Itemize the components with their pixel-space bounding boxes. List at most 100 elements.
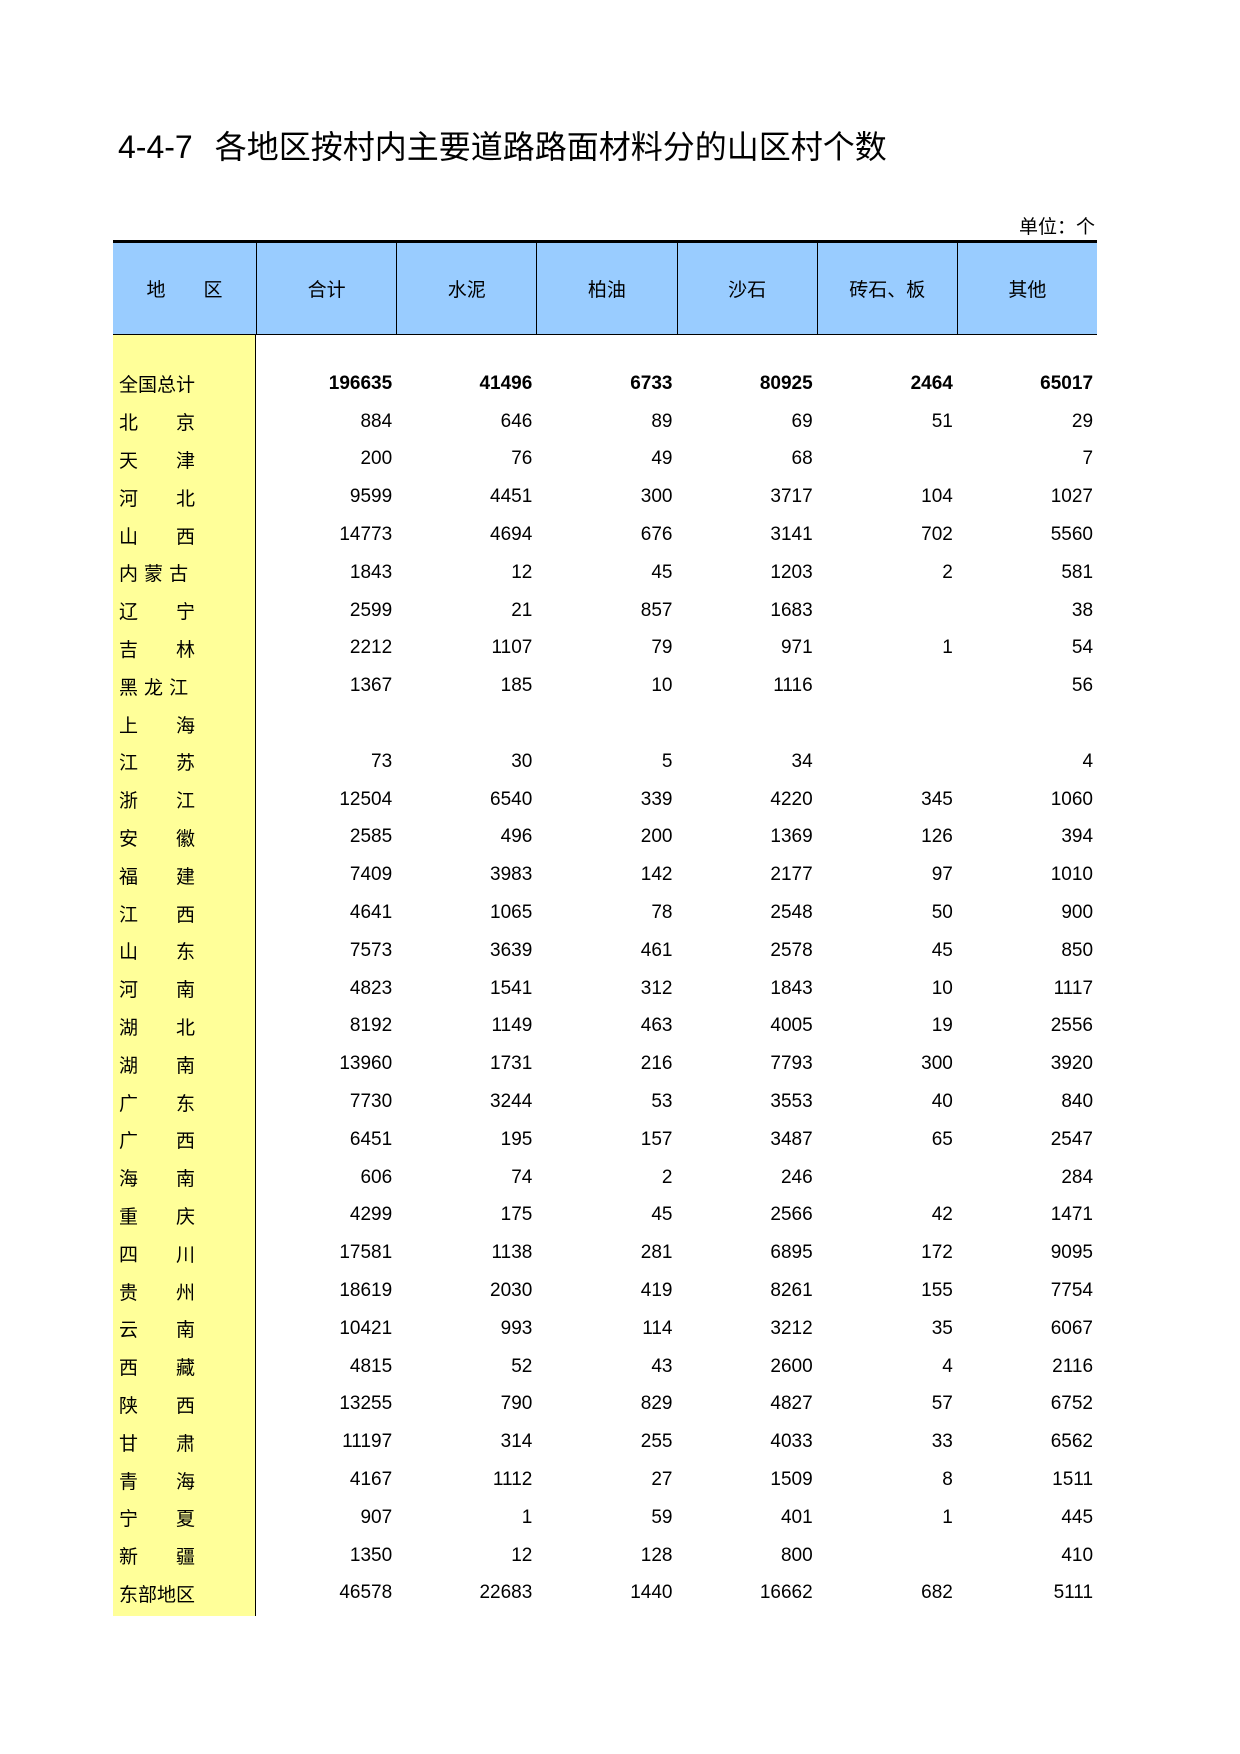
data-table: 地 区 合计 水泥 柏油 沙石 砖石、板 其他 全国总计 196635 41496 6…	[113, 240, 1097, 1617]
table-row: 云 南 10421 993 114 3212 35 6067	[113, 1310, 1097, 1348]
value-cell: 339	[640, 788, 673, 810]
value-cell: 42	[931, 1204, 953, 1226]
value-cell: 35	[931, 1317, 953, 1339]
value-cell: 5	[661, 750, 673, 772]
region-name: 甘 肃	[119, 1432, 196, 1455]
table-row: 东部地区 46578 22683 1440 16662 682 5111	[113, 1575, 1097, 1613]
header-cement: 水泥	[396, 243, 536, 334]
value-cell: 314	[500, 1431, 533, 1453]
value-cell: 78	[651, 902, 673, 924]
region-name: 湖 北	[119, 1016, 196, 1039]
value-cell: 2	[942, 561, 953, 583]
value-cell: 43	[651, 1355, 673, 1377]
region-name: 安 徽	[119, 827, 196, 850]
header-total: 合计	[255, 243, 396, 334]
region-name: 河 北	[119, 487, 196, 510]
table-row: 湖 北 8192 1149 463 4005 19 2556	[113, 1008, 1097, 1046]
region-name: 河 南	[119, 979, 196, 1002]
value-cell: 312	[640, 977, 673, 999]
region-name: 江 苏	[119, 752, 196, 775]
value-cell: 410	[1061, 1544, 1094, 1566]
value-cell: 419	[640, 1280, 673, 1302]
value-cell: 7	[1082, 448, 1094, 470]
value-cell: 46578	[339, 1582, 393, 1604]
value-cell: 1511	[1052, 1469, 1094, 1490]
value-cell: 1683	[770, 599, 813, 621]
value-cell: 606	[360, 1166, 393, 1188]
value-cell: 8	[942, 1469, 953, 1490]
value-cell: 30	[511, 750, 533, 772]
value-cell: 2547	[1050, 1128, 1094, 1150]
value-cell: 6067	[1050, 1317, 1094, 1339]
value-cell: 790	[500, 1393, 533, 1415]
value-cell: 45	[651, 1204, 673, 1226]
value-cell: 89	[651, 410, 673, 432]
value-cell: 79	[651, 637, 673, 659]
value-cell: 76	[511, 448, 533, 470]
table-row: 广 东 7730 3244 53 3553 40 840	[113, 1083, 1097, 1121]
value-cell: 7409	[349, 864, 393, 886]
value-cell: 3639	[490, 939, 533, 961]
region-name: 全国总计	[119, 374, 196, 397]
region-name: 山 西	[119, 525, 196, 548]
value-cell: 1	[942, 637, 953, 659]
value-cell: 496	[500, 826, 533, 848]
value-cell: 3553	[770, 1091, 813, 1113]
value-cell: 1367	[349, 675, 393, 697]
value-cell: 2030	[490, 1280, 533, 1302]
value-cell: 41496	[479, 372, 533, 394]
value-cell: 69	[791, 410, 813, 432]
table-row: 北 京 884 646 89 69 51 29	[113, 403, 1097, 441]
value-cell: 11197	[342, 1431, 393, 1453]
value-cell: 1010	[1050, 864, 1094, 886]
value-cell: 300	[640, 486, 673, 508]
value-cell: 1107	[491, 637, 533, 659]
value-cell: 993	[500, 1317, 533, 1339]
value-cell: 74	[511, 1166, 533, 1188]
value-cell: 445	[1061, 1506, 1094, 1528]
table-row: 天 津 200 76 49 68 7	[113, 441, 1097, 479]
value-cell: 907	[360, 1506, 393, 1528]
value-cell: 51	[931, 410, 953, 432]
value-cell: 7793	[770, 1053, 813, 1075]
region-name: 西 藏	[119, 1357, 196, 1380]
value-cell: 128	[640, 1544, 673, 1566]
value-cell: 4299	[349, 1204, 393, 1226]
value-cell: 2585	[349, 826, 393, 848]
value-cell: 2599	[349, 599, 393, 621]
table-row: 上 海	[113, 705, 1097, 743]
region-name: 天 津	[119, 449, 196, 472]
value-cell: 2556	[1050, 1015, 1094, 1037]
value-cell: 17581	[339, 1242, 393, 1264]
table-row: 甘 肃 11197 314 255 4033 33 6562	[113, 1423, 1097, 1461]
table-row: 陕 西 13255 790 829 4827 57 6752	[113, 1386, 1097, 1424]
region-name: 陕 西	[119, 1394, 196, 1417]
unit-label: 单位：个	[1018, 216, 1095, 238]
table-title: 各地区按村内主要道路路面材料分的山区村个数	[214, 129, 887, 165]
value-cell: 16662	[759, 1582, 813, 1604]
value-cell: 21	[511, 599, 533, 621]
value-cell: 857	[640, 599, 673, 621]
table-row: 广 西 6451 195 157 3487 65 2547	[113, 1121, 1097, 1159]
value-cell: 2600	[770, 1355, 813, 1377]
region-name: 内 蒙 古	[119, 563, 189, 586]
value-cell: 1	[521, 1506, 533, 1528]
table-body: 全国总计 196635 41496 6733 80925 2464 65017 北 京 884 6…	[113, 335, 1097, 1617]
table-row: 福 建 7409 3983 142 2177 97 1010	[113, 856, 1097, 894]
value-cell: 4641	[349, 902, 393, 924]
value-cell: 581	[1061, 561, 1094, 583]
value-cell: 1843	[770, 977, 813, 999]
value-cell: 10421	[339, 1317, 393, 1339]
value-cell: 3983	[490, 864, 533, 886]
value-cell: 4	[1082, 750, 1094, 772]
region-name: 东部地区	[119, 1583, 196, 1606]
value-cell: 1843	[349, 561, 393, 583]
value-cell: 1471	[1050, 1204, 1094, 1226]
value-cell: 2	[661, 1166, 673, 1188]
value-cell: 1027	[1050, 486, 1094, 508]
value-cell: 1065	[490, 902, 533, 924]
value-cell: 14773	[339, 524, 393, 546]
value-cell: 6562	[1050, 1431, 1094, 1453]
value-cell: 40	[931, 1091, 953, 1113]
value-cell: 850	[1061, 939, 1094, 961]
